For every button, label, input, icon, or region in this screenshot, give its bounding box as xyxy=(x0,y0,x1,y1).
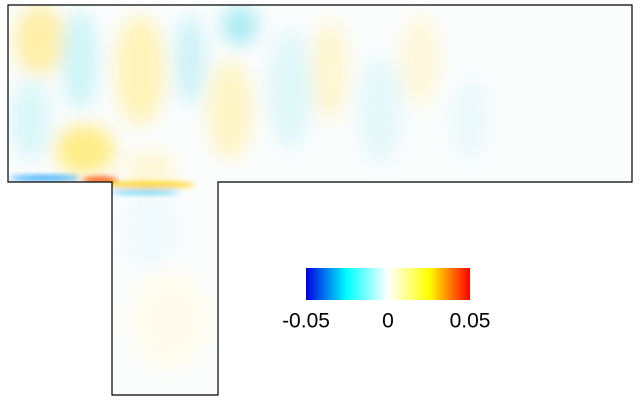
colorbar xyxy=(306,268,470,300)
colorbar-tick-label: -0.05 xyxy=(282,310,330,333)
domain-outline xyxy=(7,4,633,396)
colorbar-tick-label: 0 xyxy=(382,310,394,333)
colorbar-tick-label: 0.05 xyxy=(450,310,491,333)
